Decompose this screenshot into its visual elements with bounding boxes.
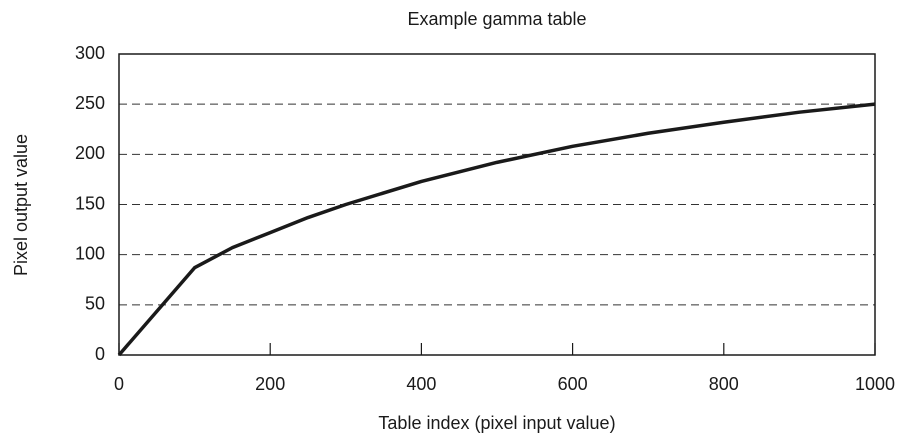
y-axis-label: Pixel output value (11, 134, 31, 276)
y-tick-label: 250 (75, 93, 105, 113)
x-tick-label: 0 (114, 374, 124, 394)
line (117, 102, 876, 357)
y-tick-label: 150 (75, 193, 105, 213)
x-tick-label: 1000 (855, 374, 895, 394)
x-tick-label: 600 (558, 374, 588, 394)
plot-frame (118, 53, 876, 356)
x-tick-label: 400 (406, 374, 436, 394)
chart-title: Example gamma table (407, 9, 586, 29)
x-tick-label: 800 (709, 374, 739, 394)
y-tick-label: 100 (75, 243, 105, 263)
y-tick-label: 200 (75, 143, 105, 163)
y-tick-label: 0 (95, 344, 105, 364)
x-axis-label: Table index (pixel input value) (378, 413, 615, 433)
x-tick-label: 200 (255, 374, 285, 394)
y-tick-label: 300 (75, 43, 105, 63)
y-tick-label: 50 (85, 294, 105, 314)
